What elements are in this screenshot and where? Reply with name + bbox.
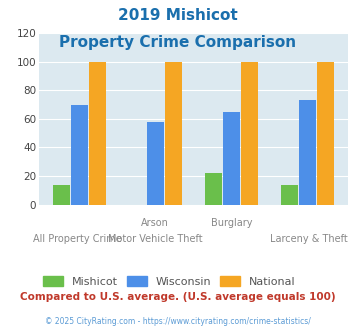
Bar xyxy=(223,112,240,205)
Bar xyxy=(205,173,222,205)
Bar xyxy=(299,100,316,205)
Text: Burglary: Burglary xyxy=(211,218,253,228)
Bar xyxy=(89,62,105,205)
Text: Larceny & Theft: Larceny & Theft xyxy=(271,234,348,244)
Legend: Mishicot, Wisconsin, National: Mishicot, Wisconsin, National xyxy=(38,272,300,292)
Text: Property Crime Comparison: Property Crime Comparison xyxy=(59,35,296,50)
Bar xyxy=(282,184,298,205)
Text: 2019 Mishicot: 2019 Mishicot xyxy=(118,8,237,23)
Bar xyxy=(147,122,164,205)
Bar xyxy=(71,105,88,205)
Text: Compared to U.S. average. (U.S. average equals 100): Compared to U.S. average. (U.S. average … xyxy=(20,292,335,302)
Text: Arson: Arson xyxy=(141,218,169,228)
Bar xyxy=(317,62,334,205)
Text: © 2025 CityRating.com - https://www.cityrating.com/crime-statistics/: © 2025 CityRating.com - https://www.city… xyxy=(45,317,310,326)
Text: Motor Vehicle Theft: Motor Vehicle Theft xyxy=(108,234,202,244)
Text: All Property Crime: All Property Crime xyxy=(33,234,122,244)
Bar xyxy=(53,184,70,205)
Bar xyxy=(165,62,182,205)
Bar xyxy=(241,62,258,205)
